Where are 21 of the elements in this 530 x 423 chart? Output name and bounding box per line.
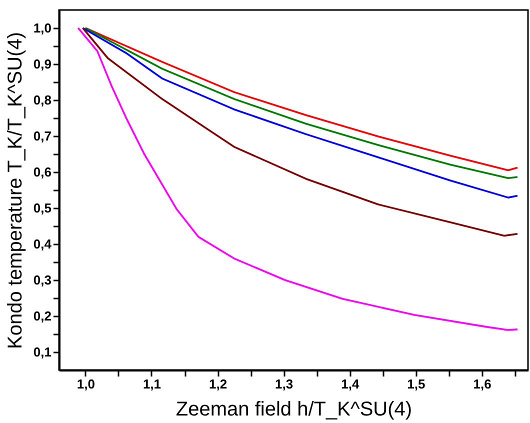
- x-tick-label: 1,2: [208, 376, 228, 392]
- y-tick-label: 0,9: [33, 56, 52, 72]
- y-tick-label: 0,1: [33, 344, 52, 360]
- y-tick-label: 0,5: [33, 200, 52, 216]
- x-tick-label: 1,5: [407, 376, 426, 392]
- x-tick-label: 1,0: [76, 376, 95, 392]
- y-tick-label: 0,2: [33, 308, 52, 324]
- x-axis-title: Zeeman field h/T_K^SU(4): [176, 398, 412, 420]
- y-tick-label: 0,3: [33, 272, 52, 288]
- y-axis-title: Kondo temperature T_K/T_K^SU(4): [4, 32, 26, 349]
- y-tick-label: 1,0: [33, 20, 52, 36]
- x-tick-label: 1,6: [473, 376, 492, 392]
- y-tick-label: 0,7: [33, 128, 52, 144]
- x-tick-label: 1,4: [341, 376, 360, 392]
- x-tick-label: 1,1: [142, 376, 162, 392]
- y-tick-label: 0,4: [33, 236, 52, 252]
- y-tick-label: 0,8: [33, 92, 52, 108]
- line-series: [82, 27, 518, 237]
- line-series: [77, 27, 518, 331]
- y-tick-label: 0,6: [33, 164, 52, 180]
- x-tick-label: 1,3: [275, 376, 294, 392]
